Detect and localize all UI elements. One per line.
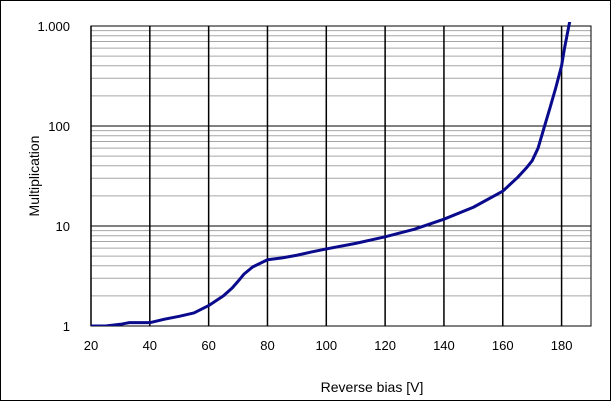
series-line: [91, 22, 572, 326]
x-tick-label: 100: [315, 338, 337, 353]
x-tick-label: 140: [433, 338, 455, 353]
y-tick-label: 1: [63, 319, 70, 334]
x-tick-label: 160: [492, 338, 514, 353]
x-axis-label: Reverse bias [V]: [321, 379, 424, 395]
y-tick-label: 10: [56, 219, 70, 234]
y-tick-label: 1.000: [37, 19, 70, 34]
y-tick-label: 100: [48, 119, 70, 134]
x-tick-labels: 20 40 60 80 100 120 140 160 180: [84, 338, 573, 353]
y-tick-labels: 1 10 100 1.000: [37, 19, 70, 334]
plot-area-border: [90, 25, 592, 327]
series-layer: [91, 22, 572, 326]
grid: [90, 25, 591, 327]
y-axis-label: Multiplication: [26, 136, 42, 217]
x-tick-label: 80: [260, 338, 274, 353]
x-tick-label: 120: [374, 338, 396, 353]
x-tick-label: 20: [84, 338, 98, 353]
x-tick-label: 40: [143, 338, 157, 353]
x-tick-label: 180: [551, 338, 573, 353]
x-tick-label: 60: [201, 338, 215, 353]
